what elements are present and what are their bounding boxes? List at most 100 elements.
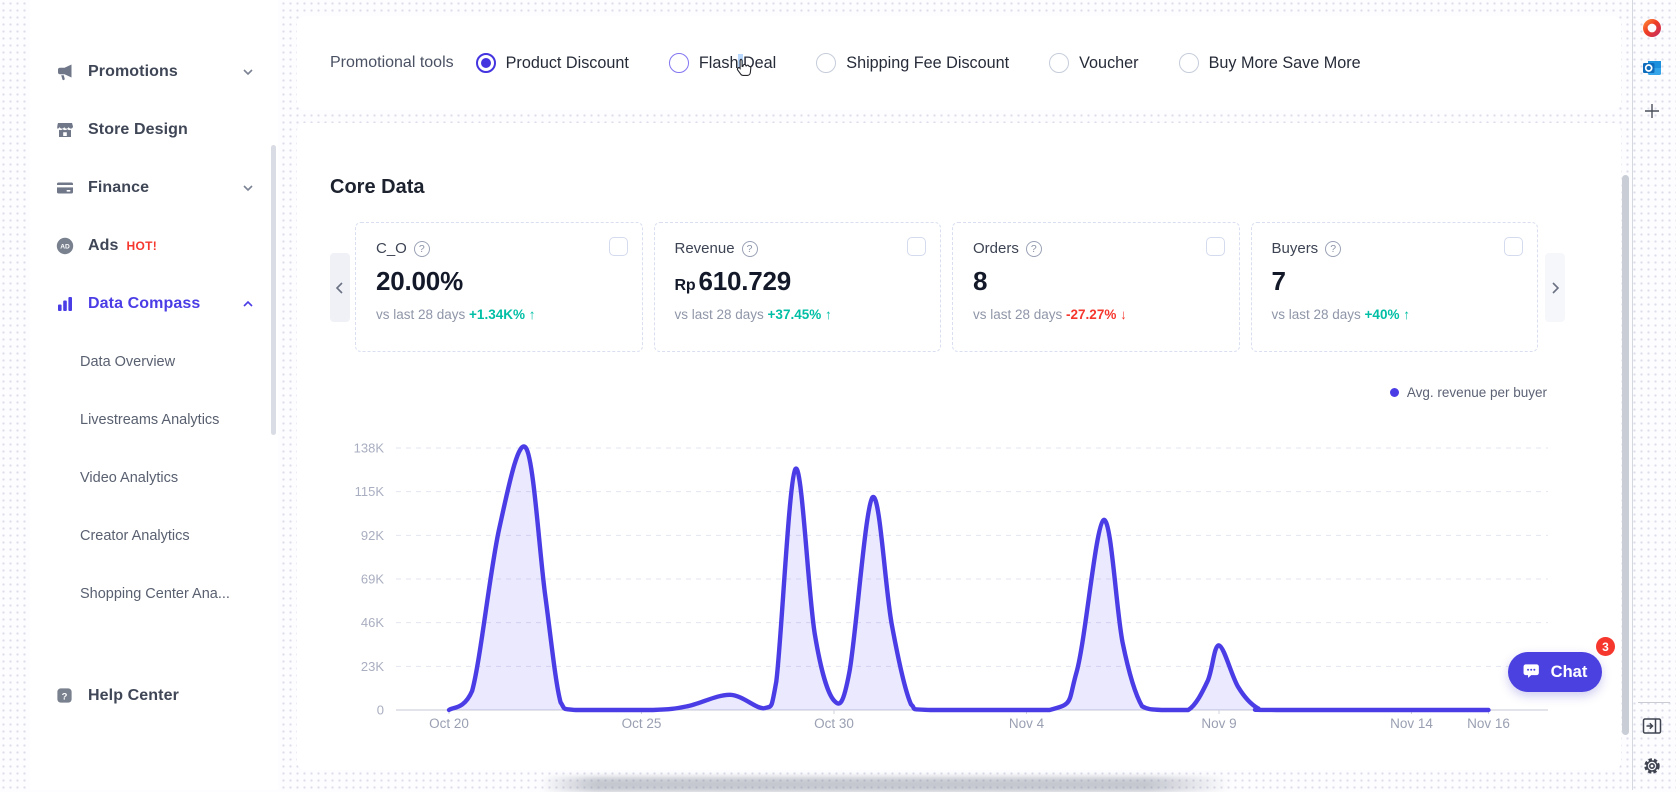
- open-sidebar-icon[interactable]: [1642, 716, 1662, 736]
- radio-option-shipping-fee-discount[interactable]: Shipping Fee Discount: [816, 53, 1009, 73]
- sidebar-item-finance[interactable]: Finance: [30, 159, 278, 217]
- metric-cards-row: C_O ? 20.00% vs last 28 days +1.34K% ↑ R…: [355, 222, 1538, 352]
- outlook-icon[interactable]: [1642, 58, 1662, 78]
- sidebar-subitem-shopping-center-ana[interactable]: Shopping Center Ana...: [30, 565, 278, 623]
- question-circle-icon[interactable]: ?: [1025, 240, 1042, 257]
- radio-option-buy-more-save-more[interactable]: Buy More Save More: [1178, 53, 1361, 73]
- metric-checkbox[interactable]: [608, 237, 628, 256]
- chat-button-label: Chat: [1550, 662, 1588, 681]
- sidebar-subitem-livestreams-analytics[interactable]: Livestreams Analytics: [30, 391, 278, 449]
- svg-text:46K: 46K: [361, 615, 384, 630]
- svg-text:Nov 14: Nov 14: [1390, 716, 1433, 731]
- sidebar-subitem-data-overview[interactable]: Data Overview: [30, 333, 278, 391]
- sidebar-scrollbar[interactable]: [271, 145, 276, 435]
- metric-value: Rp 610.729: [674, 266, 792, 296]
- sidebar-subitem-label: Data Overview: [80, 354, 176, 370]
- metric-compare: vs last 28 days -27.27% ↓: [973, 307, 1127, 322]
- metric-card-revenue: Revenue ? Rp 610.729 vs last 28 days +37.…: [653, 222, 941, 352]
- sidebar-subitem-video-analytics[interactable]: Video Analytics: [30, 449, 278, 507]
- metric-name: C_O: [376, 240, 407, 257]
- metric-name: Orders: [973, 240, 1019, 257]
- sidebar-subitem-label: Creator Analytics: [80, 528, 190, 544]
- add-icon[interactable]: [1642, 101, 1662, 121]
- bottom-scroll-shadow: [540, 777, 1230, 792]
- sidebar-item-label: Data Compass: [88, 295, 201, 312]
- radio-option-label: Product Discount: [505, 53, 629, 72]
- chevron-down-icon: [242, 66, 254, 78]
- promo-options: Product Discount Flash Deal Shipping Fee…: [475, 53, 1401, 73]
- metric-checkbox[interactable]: [1205, 237, 1225, 256]
- sidebar-item-label: Finance: [88, 179, 150, 196]
- radio-option-label: Flash Deal: [698, 53, 777, 72]
- radio-option-label: Buy More Save More: [1208, 53, 1361, 72]
- svg-text:138K: 138K: [354, 441, 385, 456]
- sidebar-subitem-label: Shopping Center Ana...: [80, 586, 230, 602]
- sidebar-subitem-creator-analytics[interactable]: Creator Analytics: [30, 507, 278, 565]
- radio-option-product-discount[interactable]: Product Discount: [475, 53, 629, 73]
- radio-selected-icon: [475, 53, 496, 73]
- svg-text:Oct 20: Oct 20: [429, 716, 469, 731]
- core-data-panel: Core Data C_O ? 20.00% vs last 28 days +…: [297, 123, 1621, 770]
- edge-divider: [1632, 0, 1633, 790]
- sidebar-item-label: Store Design: [88, 121, 188, 138]
- metric-checkbox[interactable]: [1504, 237, 1523, 256]
- sidebar-item-data-compass[interactable]: Data Compass: [30, 275, 278, 333]
- sidebar-subitem-label: Livestreams Analytics: [80, 412, 220, 428]
- question-square-icon: ?: [55, 686, 75, 706]
- help-center-label: Help Center: [88, 687, 179, 704]
- currency-prefix: Rp: [674, 277, 696, 294]
- trend-up-icon: ↑: [528, 307, 536, 322]
- svg-text:0: 0: [377, 703, 384, 718]
- chat-button[interactable]: Chat: [1508, 652, 1602, 692]
- radio-unselected-icon: [1049, 53, 1070, 73]
- legend-label: Avg. revenue per buyer: [1406, 385, 1547, 400]
- trend-up-icon: ↑: [824, 307, 832, 322]
- metric-compare: vs last 28 days +40% ↑: [1271, 307, 1410, 322]
- metric-checkbox[interactable]: [907, 237, 926, 256]
- sidebar-subitem-label: Video Analytics: [80, 470, 179, 486]
- settings-gear-icon[interactable]: [1642, 756, 1662, 776]
- chevron-down-icon: [242, 182, 254, 194]
- sidebar-item-store-design[interactable]: Store Design: [30, 101, 278, 159]
- hot-badge: HOT!: [126, 239, 158, 253]
- page-title: Core Data: [330, 175, 425, 198]
- metric-value: 20.00%: [376, 266, 463, 296]
- sidebar-items: Promotions Store Design Finance AD Ads H…: [30, 0, 278, 623]
- carousel-prev-button[interactable]: [330, 253, 350, 322]
- metric-card-c-o: C_O ? 20.00% vs last 28 days +1.34K% ↑: [355, 222, 643, 352]
- radio-option-voucher[interactable]: Voucher: [1049, 53, 1139, 73]
- sidebar-item-promotions[interactable]: Promotions: [30, 43, 278, 101]
- svg-text:Nov 9: Nov 9: [1201, 716, 1236, 731]
- radio-option-label: Shipping Fee Discount: [846, 53, 1010, 72]
- metric-name: Buyers: [1271, 240, 1319, 257]
- question-circle-icon[interactable]: ?: [741, 240, 758, 257]
- svg-text:Nov 16: Nov 16: [1467, 716, 1510, 731]
- promotional-tools-bar: Promotional tools Product Discount Flash…: [297, 16, 1621, 110]
- question-circle-icon[interactable]: ?: [1325, 240, 1342, 257]
- radio-unselected-icon: [1178, 53, 1199, 73]
- svg-text:115K: 115K: [355, 484, 385, 499]
- metric-value: 7: [1271, 266, 1286, 296]
- page-scrollbar[interactable]: [1622, 175, 1629, 735]
- svg-text:69K: 69K: [361, 572, 384, 587]
- metric-card-buyers: Buyers ? 7 vs last 28 days +40% ↑: [1250, 222, 1538, 352]
- svg-text:AD: AD: [60, 244, 70, 251]
- megaphone-icon: [55, 62, 75, 82]
- office-icon[interactable]: [1642, 18, 1662, 38]
- series-line: [446, 444, 1491, 713]
- svg-text:?: ?: [62, 691, 68, 702]
- radio-option-label: Voucher: [1079, 53, 1139, 72]
- credit-card-icon: [55, 178, 75, 198]
- carousel-next-button[interactable]: [1545, 253, 1565, 322]
- svg-text:Oct 25: Oct 25: [622, 716, 662, 731]
- sidebar-item-ads[interactable]: AD Ads HOT!: [30, 217, 278, 275]
- question-circle-icon[interactable]: ?: [413, 240, 430, 257]
- metric-value: 8: [973, 266, 988, 296]
- sidebar-item-help-center[interactable]: ? Help Center: [30, 667, 303, 725]
- chat-bubble-icon: [1523, 664, 1539, 678]
- avg-revenue-chart: 138K 115K 92K 69K 46K 23K 0 Oct 20 Oct 25 Oct 30 N…: [330, 425, 1580, 745]
- radio-option-flash-deal[interactable]: Flash Deal: [668, 53, 777, 73]
- metric-compare: vs last 28 days +1.34K% ↑: [376, 307, 536, 322]
- legend-item-avg-revenue-per-buyer[interactable]: Avg. revenue per buyer: [1389, 385, 1547, 400]
